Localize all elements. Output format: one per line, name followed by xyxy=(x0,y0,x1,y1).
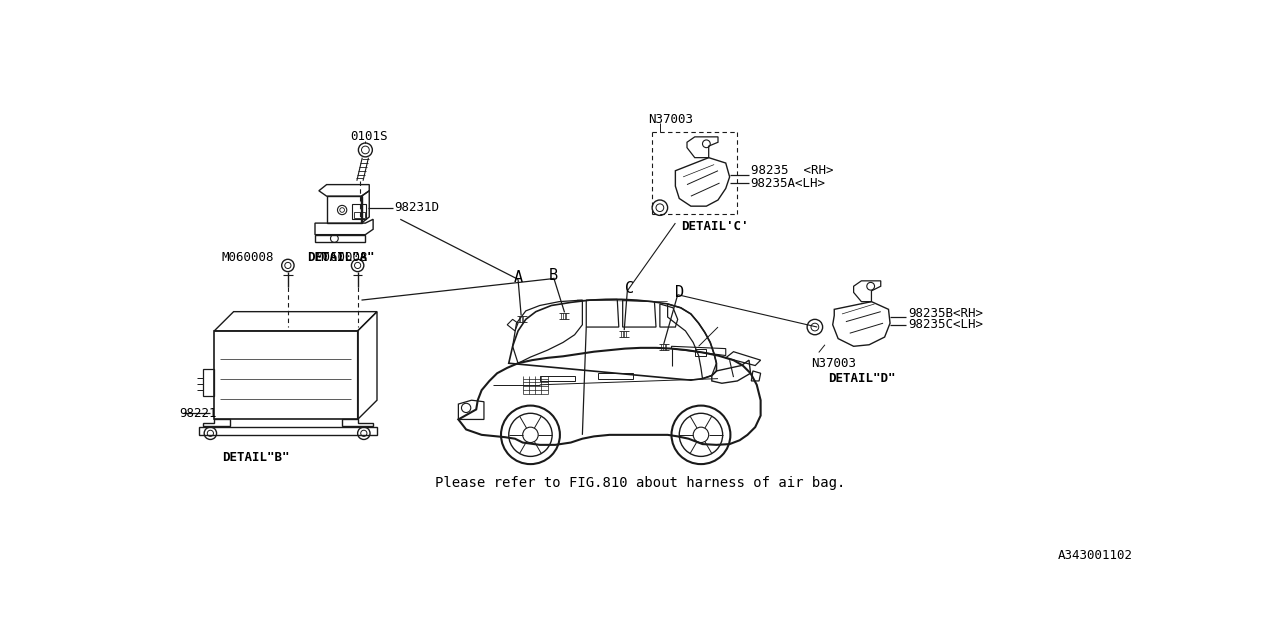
Text: D: D xyxy=(676,285,685,300)
Bar xyxy=(695,349,707,356)
Bar xyxy=(352,204,366,220)
Text: A: A xyxy=(515,269,524,285)
Text: N37003: N37003 xyxy=(812,356,856,370)
Text: 98235C<LH>: 98235C<LH> xyxy=(908,318,983,332)
Text: DETAIL"D": DETAIL"D" xyxy=(828,372,896,385)
Bar xyxy=(353,212,365,218)
Text: 98231D: 98231D xyxy=(394,201,439,214)
Text: M060008: M060008 xyxy=(221,252,274,264)
Text: 98235A<LH>: 98235A<LH> xyxy=(750,177,826,190)
Text: DETAIL'C': DETAIL'C' xyxy=(681,220,749,234)
Text: M060008: M060008 xyxy=(315,252,367,264)
Text: DETAIL"B": DETAIL"B" xyxy=(221,451,289,465)
Text: A343001102: A343001102 xyxy=(1057,549,1133,563)
Text: Please refer to FIG.810 about harness of air bag.: Please refer to FIG.810 about harness of… xyxy=(435,476,846,490)
Bar xyxy=(214,331,357,419)
Text: DETAIL"A": DETAIL"A" xyxy=(307,252,375,264)
Text: 98235  <RH>: 98235 <RH> xyxy=(750,164,833,177)
Text: 98221: 98221 xyxy=(179,407,216,420)
Text: 0101S: 0101S xyxy=(349,129,388,143)
Text: 98235B<RH>: 98235B<RH> xyxy=(908,307,983,321)
Text: C: C xyxy=(625,281,634,296)
Text: B: B xyxy=(549,268,558,283)
Text: N37003: N37003 xyxy=(648,113,694,125)
